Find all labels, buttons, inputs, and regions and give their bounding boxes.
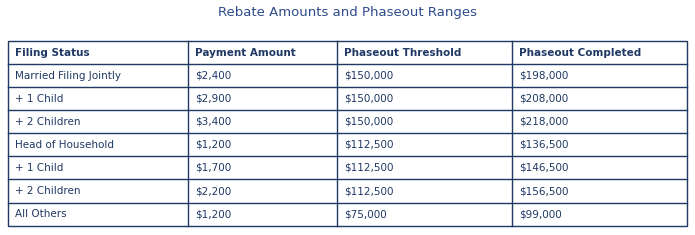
Text: Payment Amount: Payment Amount <box>195 48 296 58</box>
Text: + 1 Child: + 1 Child <box>15 163 64 173</box>
Text: $156,500: $156,500 <box>519 186 569 196</box>
Text: $150,000: $150,000 <box>344 117 393 127</box>
Text: Phaseout Threshold: Phaseout Threshold <box>344 48 461 58</box>
Text: $1,200: $1,200 <box>195 140 231 150</box>
Text: Head of Household: Head of Household <box>15 140 114 150</box>
Text: + 2 Children: + 2 Children <box>15 186 81 196</box>
Text: $150,000: $150,000 <box>344 94 393 104</box>
Text: All Others: All Others <box>15 209 67 219</box>
Text: $198,000: $198,000 <box>519 71 569 81</box>
Text: $146,500: $146,500 <box>519 163 569 173</box>
Text: $1,200: $1,200 <box>195 209 231 219</box>
Text: Rebate Amounts and Phaseout Ranges: Rebate Amounts and Phaseout Ranges <box>218 6 477 19</box>
Text: $112,500: $112,500 <box>344 140 394 150</box>
Text: $2,200: $2,200 <box>195 186 231 196</box>
Text: $3,400: $3,400 <box>195 117 231 127</box>
Text: Phaseout Completed: Phaseout Completed <box>519 48 641 58</box>
Text: $99,000: $99,000 <box>519 209 562 219</box>
Text: $2,900: $2,900 <box>195 94 231 104</box>
Bar <box>8 41 687 226</box>
Text: Filing Status: Filing Status <box>15 48 90 58</box>
Text: + 1 Child: + 1 Child <box>15 94 64 104</box>
Text: $218,000: $218,000 <box>519 117 569 127</box>
Text: $112,500: $112,500 <box>344 186 394 196</box>
Text: $150,000: $150,000 <box>344 71 393 81</box>
Text: $112,500: $112,500 <box>344 163 394 173</box>
Text: $136,500: $136,500 <box>519 140 569 150</box>
Text: $2,400: $2,400 <box>195 71 231 81</box>
Text: $75,000: $75,000 <box>344 209 387 219</box>
Text: + 2 Children: + 2 Children <box>15 117 81 127</box>
Text: $1,700: $1,700 <box>195 163 231 173</box>
Text: $208,000: $208,000 <box>519 94 569 104</box>
Text: Married Filing Jointly: Married Filing Jointly <box>15 71 122 81</box>
